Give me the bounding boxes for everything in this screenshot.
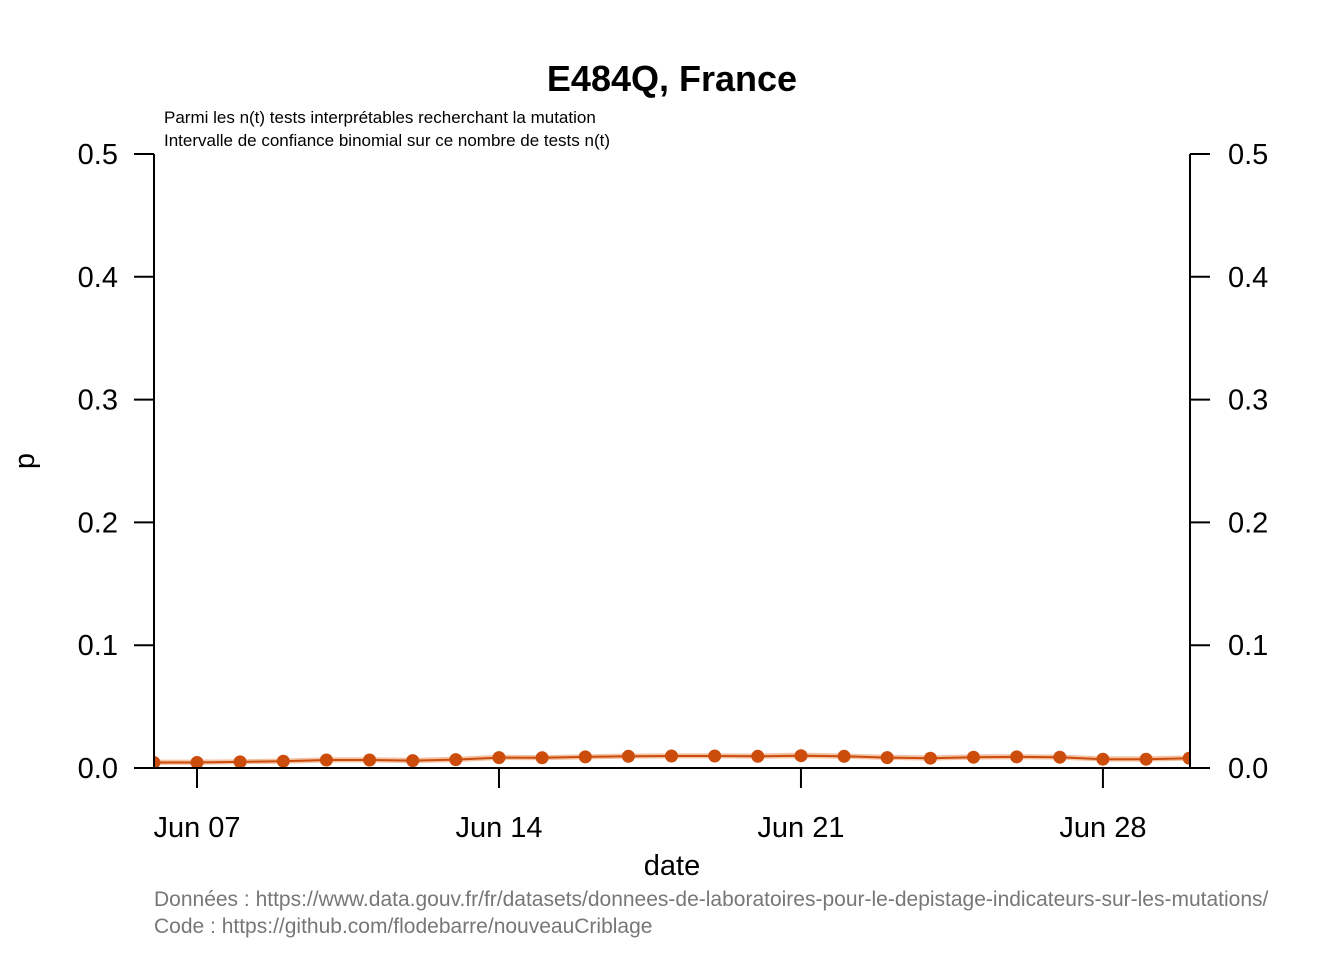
data-point	[751, 749, 765, 763]
data-points	[154, 749, 1190, 769]
left-y-tick-label: 0.1	[78, 630, 118, 662]
y-axis-label: p	[9, 453, 41, 469]
left-y-tick-label: 0.5	[78, 139, 118, 171]
chart-title: E484Q, France	[547, 58, 797, 99]
left-y-tick-label: 0.3	[78, 385, 118, 417]
data-point	[1096, 752, 1110, 766]
data-point	[1182, 751, 1190, 765]
plot-area	[154, 749, 1190, 769]
right-y-tick-label: 0.4	[1228, 262, 1268, 294]
footer-data-source: Données : https://www.data.gouv.fr/fr/da…	[154, 888, 1268, 911]
right-y-tick-label: 0.1	[1228, 630, 1268, 662]
data-point	[621, 749, 635, 763]
x-tick-label: Jun 21	[757, 812, 844, 844]
data-point	[837, 749, 851, 763]
data-point	[708, 749, 722, 763]
data-point	[1053, 750, 1067, 764]
data-point	[794, 749, 808, 763]
right-y-tick-label: 0.5	[1228, 139, 1268, 171]
data-point	[1010, 750, 1024, 764]
x-axis-label: date	[644, 850, 700, 882]
data-point	[967, 750, 980, 764]
left-y-tick-label: 0.0	[78, 753, 118, 785]
x-tick-label: Jun 28	[1059, 812, 1146, 844]
right-y-tick-label: 0.2	[1228, 507, 1268, 539]
data-point	[578, 750, 592, 764]
data-point	[1139, 752, 1153, 766]
data-point	[233, 755, 247, 769]
chart-subtitle-line-1: Parmi les n(t) tests interprétables rech…	[164, 108, 596, 127]
x-tick-label: Jun 14	[455, 812, 542, 844]
footer-code-source: Code : https://github.com/flodebarre/nou…	[154, 915, 652, 938]
data-point	[492, 751, 506, 765]
data-point	[154, 756, 161, 769]
x-tick-label: Jun 07	[153, 812, 240, 844]
data-point	[406, 754, 420, 768]
data-point	[363, 753, 377, 767]
left-axis-ticks: 0.0 0.1 0.2 0.3 0.4 0.5	[78, 139, 154, 785]
data-point	[665, 749, 678, 763]
right-y-tick-label: 0.0	[1228, 753, 1268, 785]
data-point	[923, 751, 937, 765]
data-point	[319, 753, 333, 767]
chart-subtitle-line-2: Intervalle de confiance binomial sur ce …	[164, 131, 610, 150]
left-y-tick-label: 0.4	[78, 262, 118, 294]
data-point	[535, 751, 549, 765]
data-point	[276, 754, 290, 768]
data-point	[449, 753, 463, 767]
data-point	[190, 756, 204, 769]
right-y-tick-label: 0.3	[1228, 385, 1268, 417]
data-point	[880, 751, 894, 765]
left-y-tick-label: 0.2	[78, 507, 118, 539]
right-axis-ticks: 0.0 0.1 0.2 0.3 0.4 0.5	[1190, 139, 1268, 785]
x-axis-ticks: Jun 07 Jun 14 Jun 21 Jun 28	[153, 768, 1146, 844]
